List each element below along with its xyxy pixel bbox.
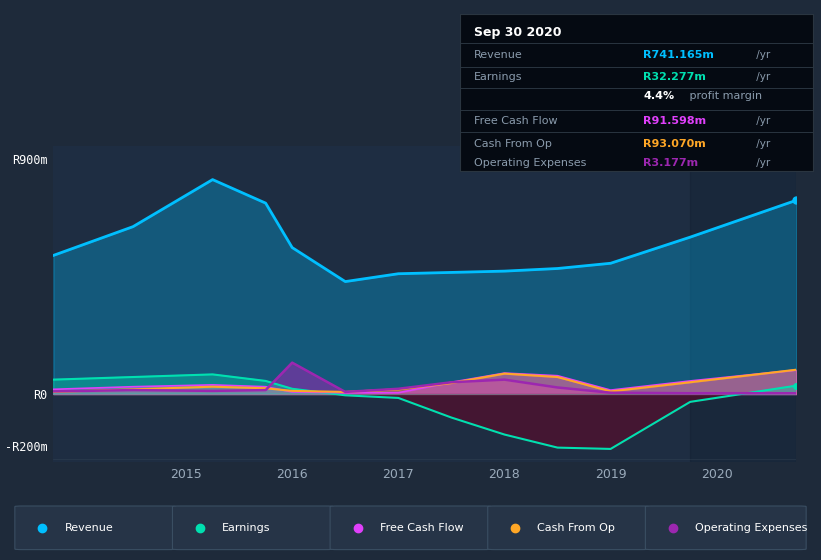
Text: /yr: /yr	[753, 139, 770, 149]
Bar	[690, 146, 796, 462]
Text: /yr: /yr	[753, 158, 770, 168]
Text: /yr: /yr	[753, 72, 770, 82]
Text: R93.070m: R93.070m	[644, 139, 706, 149]
Text: 4.4%: 4.4%	[644, 91, 675, 101]
Text: Free Cash Flow: Free Cash Flow	[380, 523, 463, 533]
Text: R32.277m: R32.277m	[644, 72, 706, 82]
Text: Earnings: Earnings	[474, 72, 522, 82]
Text: R91.598m: R91.598m	[644, 116, 706, 127]
Text: Cash From Op: Cash From Op	[474, 139, 552, 149]
FancyBboxPatch shape	[488, 506, 649, 549]
FancyBboxPatch shape	[15, 506, 176, 549]
Text: Earnings: Earnings	[222, 523, 271, 533]
FancyBboxPatch shape	[330, 506, 491, 549]
Text: /yr: /yr	[753, 50, 770, 60]
Text: profit margin: profit margin	[686, 91, 762, 101]
Text: Revenue: Revenue	[474, 50, 523, 60]
Text: R3.177m: R3.177m	[644, 158, 699, 168]
Text: Operating Expenses: Operating Expenses	[695, 523, 807, 533]
FancyBboxPatch shape	[645, 506, 806, 549]
Text: R741.165m: R741.165m	[644, 50, 714, 60]
Text: Revenue: Revenue	[65, 523, 113, 533]
Text: /yr: /yr	[753, 116, 770, 127]
Text: Free Cash Flow: Free Cash Flow	[474, 116, 557, 127]
Text: Operating Expenses: Operating Expenses	[474, 158, 586, 168]
Text: Sep 30 2020: Sep 30 2020	[474, 26, 562, 39]
FancyBboxPatch shape	[172, 506, 333, 549]
Text: Cash From Op: Cash From Op	[538, 523, 615, 533]
